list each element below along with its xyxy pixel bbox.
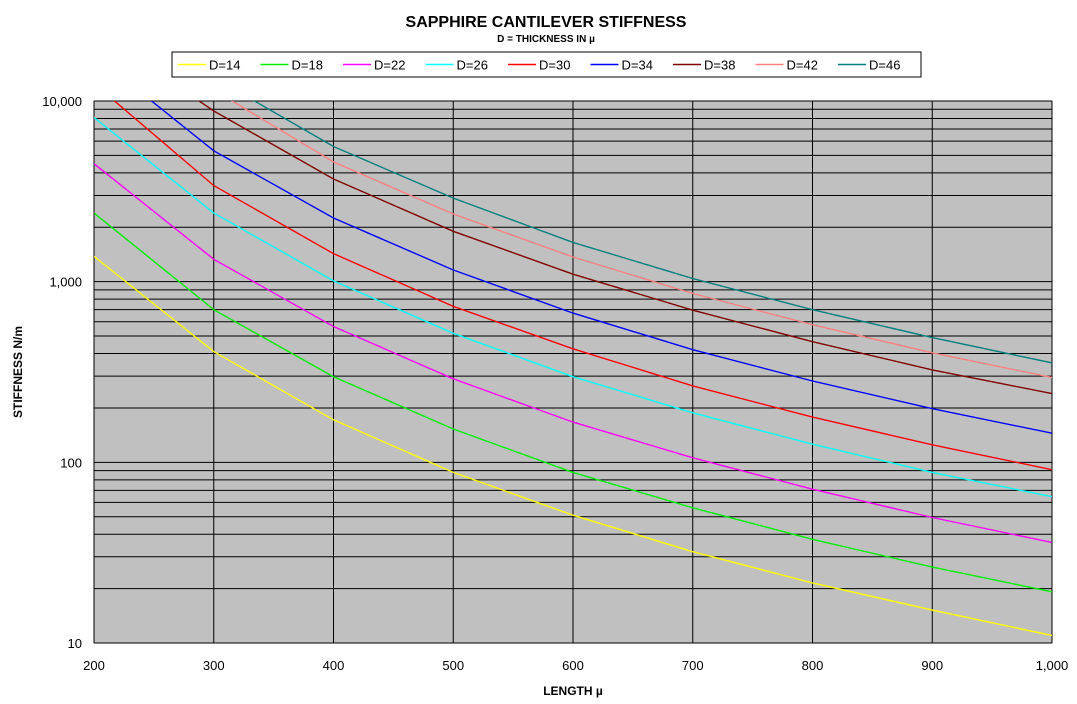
y-tick-label: 1,000 xyxy=(49,275,82,290)
series-lines xyxy=(94,101,1052,637)
series-line-d-26 xyxy=(94,116,1052,498)
legend-entry-label: D=26 xyxy=(457,58,488,73)
legend-box xyxy=(171,51,922,78)
x-tick-label: 800 xyxy=(802,658,824,673)
y-tick-label: 100 xyxy=(60,455,82,470)
tick-labels: 200 300 400 500 600 700 800 900 1,000 10 100 1,000 1… xyxy=(42,94,1068,673)
legend: D=14 D=18 D=22 D=26 D=30 D=34 D=38 D=42 D=46 xyxy=(171,51,922,78)
series-line-d-46 xyxy=(253,101,1052,364)
series-line-d-22 xyxy=(94,163,1052,544)
chart-title: SAPPHIRE CANTILEVER STIFFNESS xyxy=(406,14,687,31)
y-tick-label: 10 xyxy=(68,636,82,651)
y-axis-label: STIFFNESS N/m xyxy=(11,326,25,418)
x-tick-label: 300 xyxy=(203,658,225,673)
legend-entry-label: D=46 xyxy=(869,58,900,73)
x-tick-label: 500 xyxy=(442,658,464,673)
series-line-d-34 xyxy=(150,101,1052,434)
x-tick-label: 200 xyxy=(83,658,105,673)
legend-entry-label: D=34 xyxy=(622,58,653,73)
legend-entry-label: D=30 xyxy=(539,58,570,73)
legend-entry-label: D=42 xyxy=(787,58,818,73)
series-line-d-14 xyxy=(94,255,1052,637)
legend-entry-label: D=38 xyxy=(704,58,735,73)
y-tick-label: 10,000 xyxy=(42,94,82,109)
x-tick-label: 900 xyxy=(921,658,943,673)
x-axis-label: LENGTH µ xyxy=(543,684,603,698)
x-tick-label: 1,000 xyxy=(1036,658,1069,673)
legend-entry-label: D=22 xyxy=(374,58,405,73)
legend-entry-label: D=18 xyxy=(292,58,323,73)
x-tick-label: 600 xyxy=(562,658,584,673)
series-line-d-42 xyxy=(230,101,1052,379)
series-line-d-18 xyxy=(94,212,1052,593)
legend-entry-label: D=14 xyxy=(209,58,240,73)
series-line-d-30 xyxy=(113,101,1052,471)
chart-subtitle: D = THICKNESS IN µ xyxy=(497,34,595,45)
series-line-d-38 xyxy=(197,101,1052,395)
x-tick-label: 400 xyxy=(323,658,345,673)
x-tick-label: 700 xyxy=(682,658,704,673)
